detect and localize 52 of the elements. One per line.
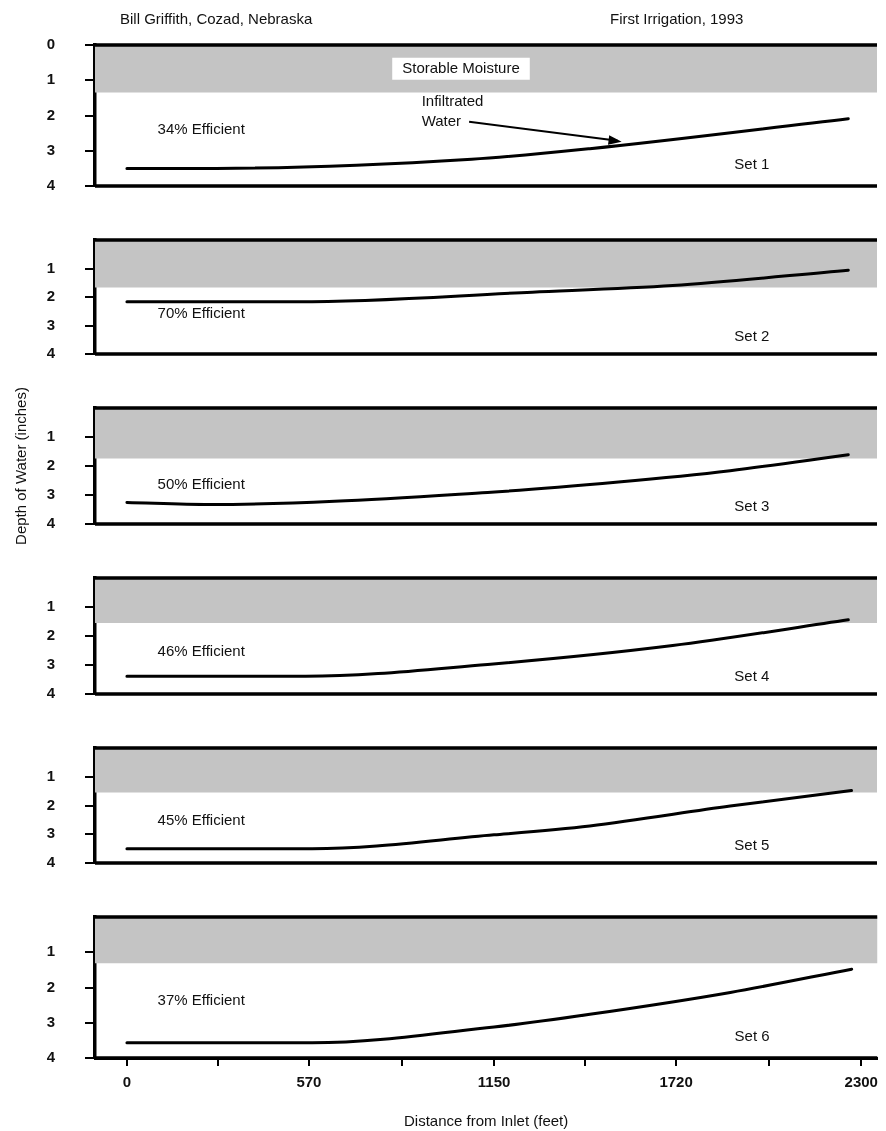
y-tick-label: 3: [46, 140, 55, 158]
y-tick-label: 3: [46, 824, 55, 842]
y-tick-label: 2: [46, 795, 55, 813]
annotation: 70% Efficient: [157, 304, 246, 322]
y-tick-label: 3: [46, 655, 55, 673]
y-tick-label: 4: [46, 176, 56, 194]
y-tick-label: 4: [46, 514, 56, 532]
annotation: Set 3: [734, 496, 770, 514]
y-tick-label: 3: [46, 1012, 55, 1030]
x-tick-label: 1720: [659, 1073, 693, 1091]
y-tick-label: 1: [46, 942, 55, 960]
y-tick-label: 0: [46, 35, 55, 53]
y-axis-title: Depth of Water (inches): [11, 387, 29, 545]
line-series: [125, 117, 850, 170]
annotation: Set 6: [734, 1026, 770, 1044]
line-series: [125, 268, 850, 304]
annotation: Set 2: [734, 327, 770, 345]
y-tick-label: 3: [46, 315, 55, 333]
y-tick-label: 2: [46, 456, 55, 474]
annotation: 45% Efficient: [157, 810, 246, 828]
annotation: Set 4: [734, 666, 770, 684]
y-tick-label: 2: [46, 287, 55, 305]
x-axis-title: Distance from Inlet (feet): [404, 1112, 569, 1130]
chart-title: Bill Griffith, Cozad, Nebraska: [120, 10, 313, 27]
x-tick-label: 0: [122, 1073, 132, 1091]
annotation: Infiltrated Water: [421, 91, 484, 129]
y-tick-label: 4: [46, 684, 56, 702]
x-tick-label: 2300: [844, 1073, 878, 1091]
y-tick-label: 2: [46, 626, 55, 644]
y-tick-label: 1: [46, 766, 55, 784]
line-series: [125, 789, 853, 851]
band-label: Storable Moisture: [402, 58, 520, 76]
annotation: 50% Efficient: [157, 474, 246, 492]
y-tick-label: 4: [46, 853, 56, 871]
y-tick-label: 4: [46, 1048, 56, 1066]
annotation: Set 1: [734, 154, 770, 172]
y-tick-label: 1: [46, 597, 55, 615]
y-tick-label: 4: [46, 344, 56, 362]
y-tick-label: 1: [46, 70, 55, 88]
line-series: [125, 967, 854, 1045]
annotation: 37% Efficient: [157, 991, 246, 1009]
y-tick-label: 1: [46, 258, 55, 276]
annotation: 34% Efficient: [157, 120, 246, 138]
x-tick-label: 1150: [477, 1073, 511, 1091]
annotation: 46% Efficient: [157, 641, 246, 659]
y-tick-label: 2: [46, 105, 55, 123]
y-tick-label: 3: [46, 485, 55, 503]
annotation: Set 5: [734, 835, 770, 853]
chart-subtitle: First Irrigation, 1993: [610, 10, 744, 27]
x-tick-label: 570: [296, 1073, 322, 1091]
y-tick-label: 2: [46, 977, 55, 995]
y-tick-label: 1: [46, 427, 55, 445]
